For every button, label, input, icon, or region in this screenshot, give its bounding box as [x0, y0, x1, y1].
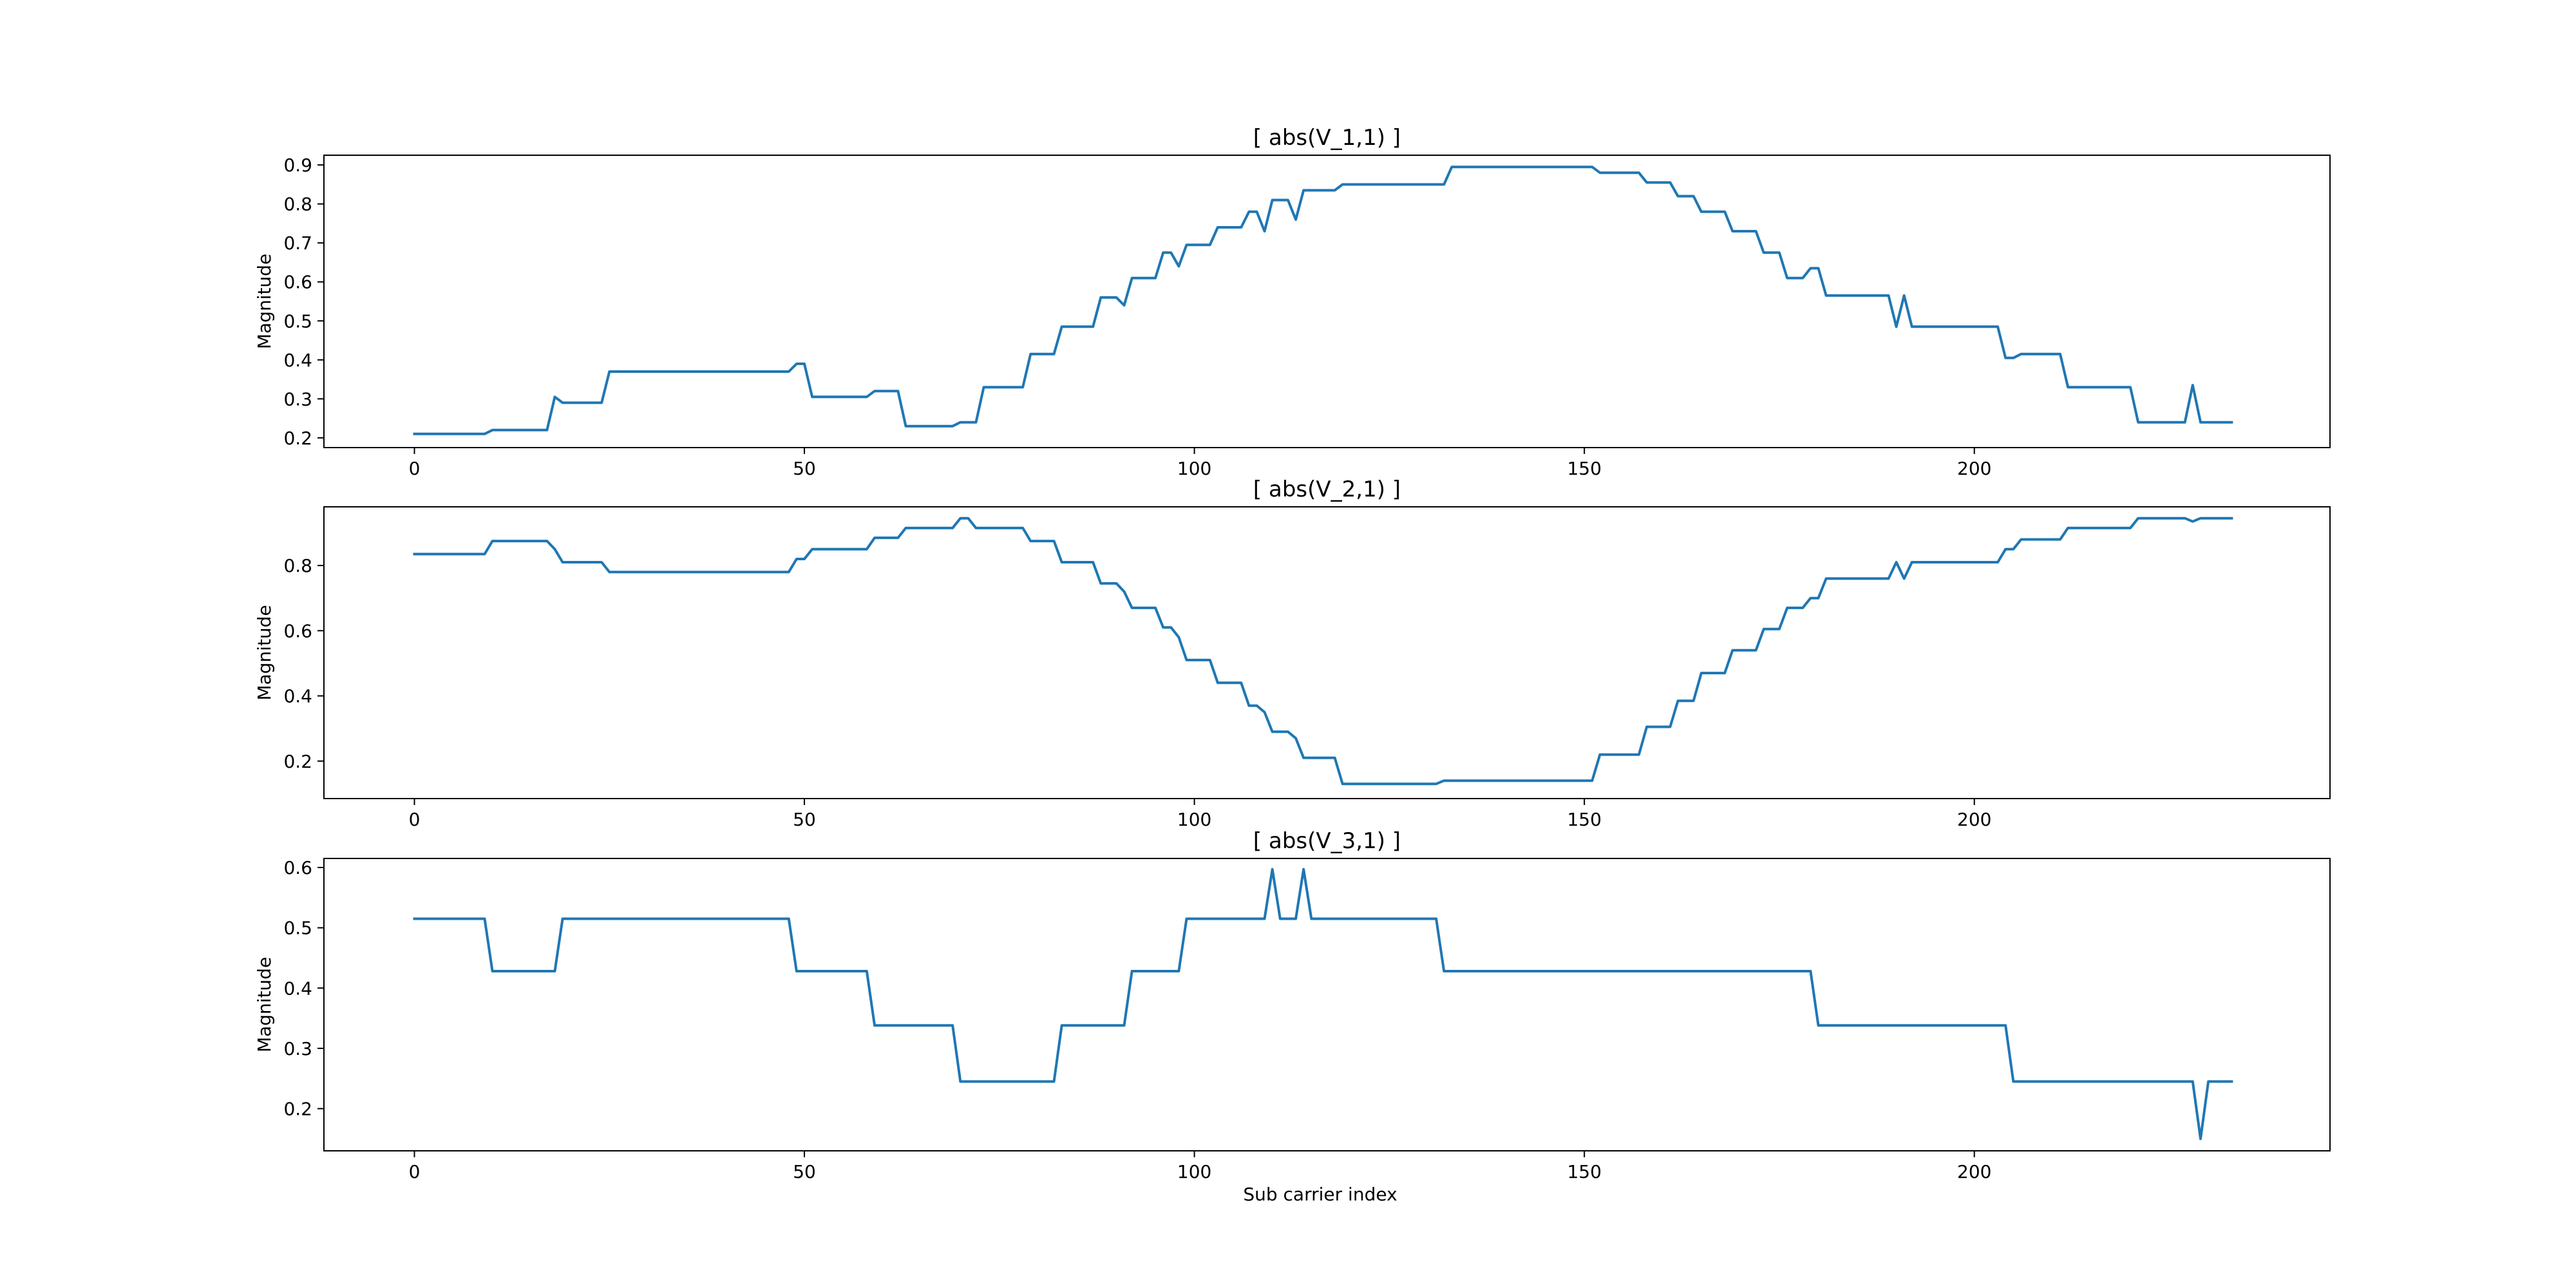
series-line [413, 516, 2233, 786]
x-tick-label: 200 [1957, 809, 1991, 830]
x-tick-label: 50 [793, 1161, 816, 1182]
x-tick-label: 150 [1567, 1161, 1601, 1182]
axes-frame [323, 155, 2331, 448]
x-tick-label: 100 [1177, 809, 1211, 830]
y-tick-label: 0.3 [283, 1038, 312, 1059]
y-tick-label: 0.8 [283, 194, 312, 215]
y-axis-label: Magnitude [254, 957, 275, 1052]
x-tick-label: 0 [409, 458, 421, 479]
figure-xlabel: Sub carrier index [1243, 1184, 1397, 1205]
y-tick-label: 0.7 [283, 232, 312, 254]
y-axis-label: Magnitude [254, 254, 275, 349]
x-tick-label: 150 [1567, 458, 1601, 479]
y-tick-label: 0.4 [283, 978, 312, 999]
y-tick-label: 0.5 [283, 310, 312, 332]
y-tick-label: 0.2 [283, 1098, 312, 1119]
plot-title: [ abs(V_1,1) ] [1253, 125, 1401, 151]
y-tick-label: 0.3 [283, 388, 312, 410]
x-tick-label: 200 [1957, 458, 1991, 479]
subplot-v11: [ abs(V_1,1) ] Magnitude 0 50 100 150 200 0.2 0.… [254, 125, 2331, 479]
y-tick-label: 0.4 [283, 686, 312, 707]
subplot-v21: [ abs(V_2,1) ] Magnitude 0 50 100 150 200 0.2 0.… [254, 477, 2331, 830]
axes-frame [323, 506, 2331, 799]
x-tick-label: 150 [1567, 809, 1601, 830]
y-axis-label: Magnitude [254, 605, 275, 700]
y-tick-label: 0.9 [283, 155, 312, 176]
y-tick-label: 0.4 [283, 350, 312, 371]
y-tick-label: 0.2 [283, 751, 312, 772]
x-tick-label: 50 [793, 809, 816, 830]
y-tick-label: 0.6 [283, 857, 312, 878]
x-tick-label: 0 [409, 1161, 421, 1182]
y-tick-label: 0.2 [283, 428, 312, 449]
y-tick-label: 0.8 [283, 555, 312, 576]
x-tick-label: 100 [1177, 1161, 1211, 1182]
y-tick-label: 0.6 [283, 620, 312, 641]
x-tick-label: 100 [1177, 458, 1211, 479]
plot-title: [ abs(V_2,1) ] [1253, 477, 1401, 502]
y-tick-label: 0.6 [283, 272, 312, 293]
x-tick-label: 200 [1957, 1161, 1991, 1182]
x-tick-label: 0 [409, 809, 421, 830]
subplot-v31: [ abs(V_3,1) ] Magnitude 0 50 100 150 200 0.2 0.… [254, 828, 2331, 1182]
series-line [413, 166, 2233, 435]
y-tick-label: 0.5 [283, 918, 312, 939]
axes-frame [323, 858, 2331, 1151]
x-tick-label: 50 [793, 458, 816, 479]
series-line [413, 867, 2233, 1141]
plot-title: [ abs(V_3,1) ] [1253, 828, 1401, 854]
